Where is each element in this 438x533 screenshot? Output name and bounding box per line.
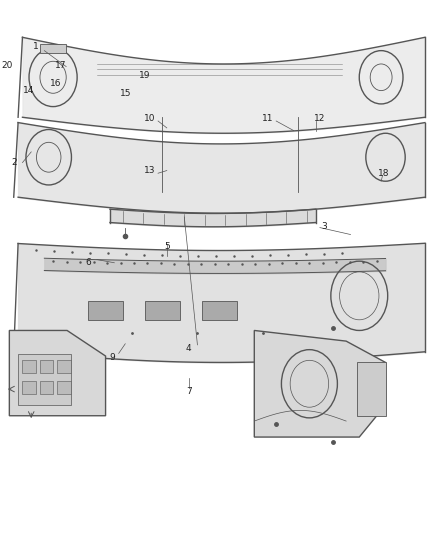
Bar — [57, 360, 71, 373]
Text: 7: 7 — [186, 387, 191, 396]
Bar — [18, 354, 71, 405]
Text: 19: 19 — [139, 71, 151, 80]
Polygon shape — [254, 330, 385, 437]
Bar — [88, 301, 123, 320]
Text: 5: 5 — [164, 242, 170, 251]
Text: 9: 9 — [109, 353, 115, 361]
Text: 16: 16 — [49, 79, 61, 88]
Text: 2: 2 — [11, 158, 17, 167]
Bar — [357, 362, 385, 416]
Text: 11: 11 — [261, 114, 273, 123]
Polygon shape — [9, 330, 106, 416]
Text: 10: 10 — [144, 114, 155, 123]
Bar — [40, 44, 66, 53]
Text: 6: 6 — [85, 258, 91, 266]
Bar — [22, 381, 35, 394]
Text: 1: 1 — [33, 42, 39, 51]
Text: 20: 20 — [1, 61, 13, 69]
Bar — [57, 381, 71, 394]
Text: 3: 3 — [321, 222, 327, 231]
Text: 13: 13 — [144, 166, 155, 175]
Bar — [40, 381, 53, 394]
Text: 17: 17 — [55, 61, 67, 69]
Text: 15: 15 — [120, 89, 131, 98]
Text: 14: 14 — [22, 86, 34, 95]
Text: 4: 4 — [186, 344, 191, 353]
Bar — [202, 301, 237, 320]
Text: 18: 18 — [378, 169, 389, 177]
Bar — [22, 360, 35, 373]
Bar — [40, 360, 53, 373]
Text: 12: 12 — [314, 114, 325, 123]
Bar — [145, 301, 180, 320]
